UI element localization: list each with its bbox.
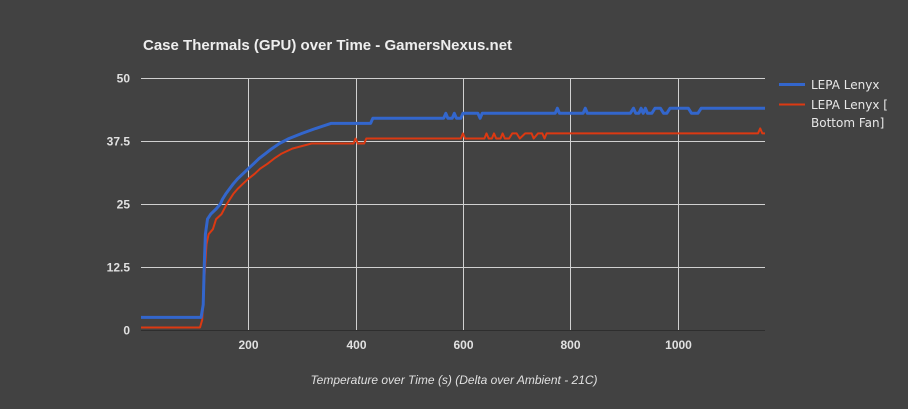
- y-tick-label: 37.5: [107, 135, 131, 149]
- data-series: [141, 106, 765, 329]
- legend-label: LEPA Lenyx [: [811, 98, 888, 112]
- y-axis-ticks: 0 12.5 25 37.5 50: [107, 72, 131, 338]
- series-line-lepa-lenyx[interactable]: [141, 106, 765, 319]
- x-tick-label: 400: [346, 338, 366, 352]
- grid-lines: [141, 78, 765, 331]
- y-tick-label: 0: [123, 324, 130, 338]
- x-tick-label: 200: [238, 338, 258, 352]
- y-tick-label: 50: [117, 72, 131, 86]
- legend-label: LEPA Lenyx: [811, 78, 879, 92]
- x-tick-label: 1000: [665, 338, 692, 352]
- legend-item-lepa-lenyx[interactable]: LEPA Lenyx: [779, 78, 879, 92]
- x-axis-label: Temperature over Time (s) (Delta over Am…: [310, 373, 597, 387]
- legend-item-lepa-lenyx-bottom-fan[interactable]: LEPA Lenyx [ Bottom Fan]: [779, 98, 888, 130]
- x-tick-label: 800: [560, 338, 580, 352]
- chart-title: Case Thermals (GPU) over Time - GamersNe…: [143, 37, 513, 54]
- x-tick-label: 600: [453, 338, 473, 352]
- x-axis-ticks: 200 400 600 800 1000: [238, 338, 692, 352]
- legend: LEPA Lenyx LEPA Lenyx [ Bottom Fan]: [779, 78, 888, 130]
- series-line-lepa-lenyx-bottom-fan[interactable]: [141, 127, 765, 329]
- legend-label: Bottom Fan]: [811, 116, 884, 130]
- y-tick-label: 12.5: [107, 261, 131, 275]
- y-tick-label: 25: [117, 198, 131, 212]
